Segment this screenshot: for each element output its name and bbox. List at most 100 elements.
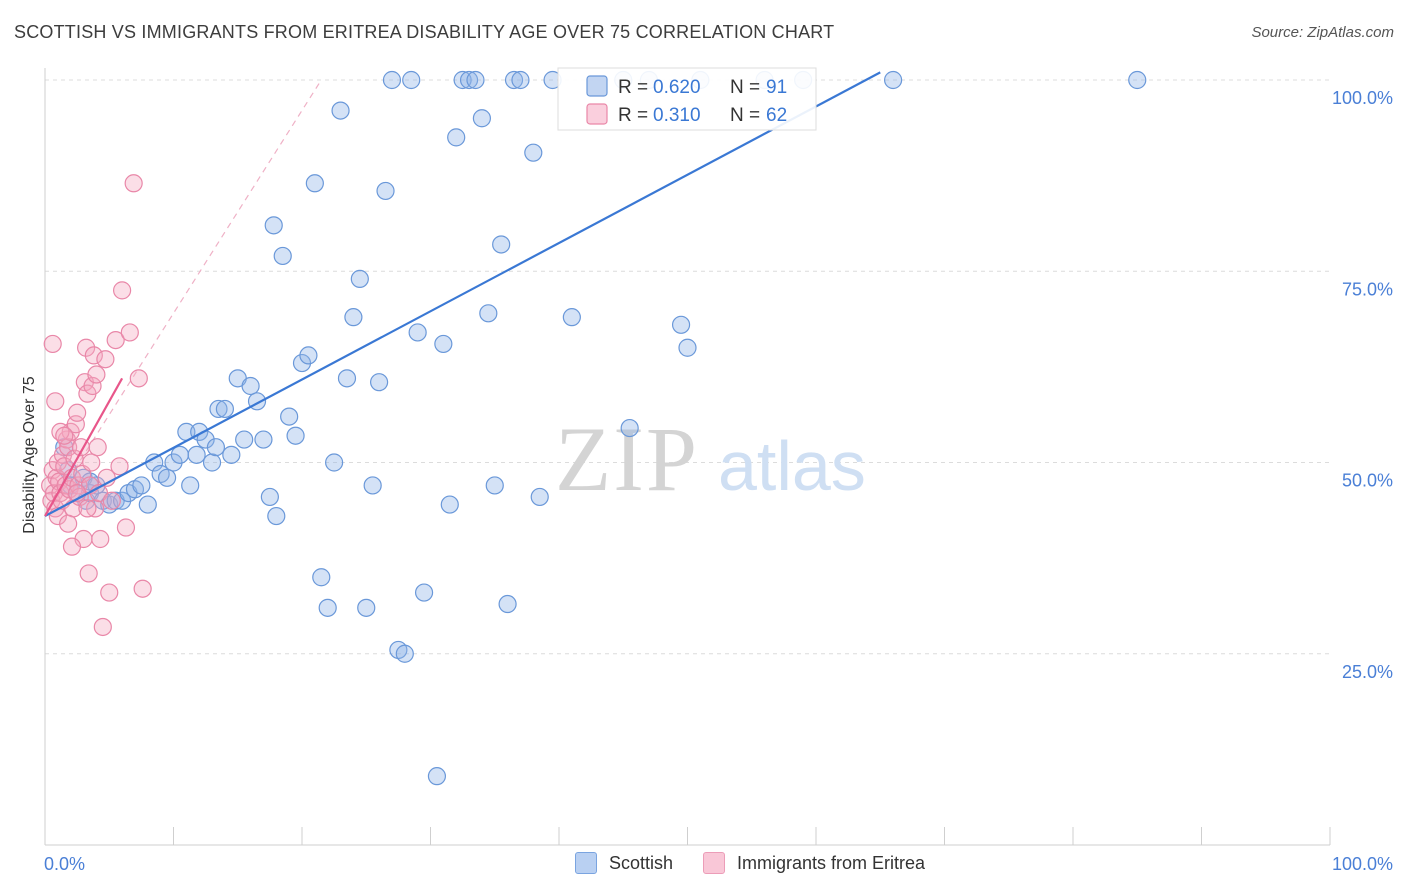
scottish-point	[1128, 70, 1147, 90]
scottish-point	[235, 430, 254, 449]
scottish-point	[157, 468, 177, 487]
scottish-point	[376, 181, 395, 201]
bottom-legend: Scottish Immigrants from Eritrea	[575, 852, 955, 874]
scottish-point	[620, 418, 639, 438]
scottish-point	[350, 269, 369, 288]
scottish-point	[472, 109, 491, 128]
scottish-point	[382, 70, 402, 90]
scottish-point	[222, 445, 241, 464]
scottish-point	[459, 70, 479, 90]
eritrea-point	[79, 564, 98, 583]
stats-n-label: N =	[730, 105, 760, 126]
stats-n-label: N =	[730, 77, 760, 98]
legend-label-scottish: Scottish	[609, 852, 674, 873]
eritrea-point	[112, 281, 132, 300]
scottish-point	[485, 476, 504, 495]
scottish-point	[273, 246, 292, 266]
stats-swatch	[586, 75, 608, 97]
scottish-point	[254, 430, 273, 449]
scottish-point	[267, 506, 286, 526]
scottish-point	[331, 101, 350, 120]
scottish-point	[138, 495, 157, 514]
y-tick-label: 75.0%	[1342, 279, 1393, 299]
eritrea-point	[120, 323, 139, 342]
eritrea-point	[68, 403, 87, 422]
eritrea-point	[59, 514, 78, 533]
eritrea-point	[62, 537, 82, 556]
scottish-point	[215, 399, 234, 419]
scottish-point	[530, 487, 549, 507]
scottish-point	[264, 216, 283, 235]
scottish-point	[325, 453, 344, 472]
scottish-point	[170, 445, 190, 464]
stats-r-value: 0.620	[653, 77, 701, 98]
y-tick-label: 50.0%	[1342, 471, 1393, 491]
scottish-point	[286, 426, 305, 445]
stats-swatch	[586, 103, 608, 125]
x-tick-label: 100.0%	[1332, 854, 1393, 874]
scottish-point	[312, 568, 331, 587]
scottish-point	[260, 487, 279, 507]
x-tick-label: 0.0%	[44, 854, 85, 874]
stats-r-value: 0.310	[653, 105, 701, 126]
scottish-point	[357, 598, 376, 617]
watermark-zip: ZIP	[555, 408, 699, 510]
stats-n-value: 91	[766, 77, 787, 98]
scottish-point	[427, 767, 447, 786]
scottish-point	[132, 476, 151, 495]
eritrea-point	[66, 415, 85, 434]
scottish-point	[202, 453, 222, 472]
y-tick-label: 100.0%	[1332, 88, 1393, 108]
legend-item-eritrea[interactable]: Immigrants from Eritrea	[703, 852, 925, 874]
scottish-point	[678, 338, 697, 357]
eritrea-point	[102, 491, 121, 510]
scottish-point	[434, 334, 453, 354]
legend-label-eritrea: Immigrants from Eritrea	[737, 852, 926, 873]
eritrea-point	[78, 499, 97, 518]
scottish-point	[370, 373, 389, 392]
scottish-point	[504, 70, 524, 90]
eritrea-point	[59, 438, 78, 457]
eritrea-point	[77, 338, 96, 357]
legend-item-scottish[interactable]: Scottish	[575, 852, 673, 874]
stats-r-label: R =	[618, 105, 648, 126]
scottish-point	[453, 70, 472, 90]
watermark-atlas: atlas	[718, 427, 866, 505]
scottish-point	[299, 346, 318, 365]
stats-n-value: 62	[766, 105, 787, 126]
eritrea-point	[84, 346, 103, 365]
scottish-point	[344, 308, 363, 327]
eritrea-point	[43, 334, 62, 354]
eritrea-point	[55, 426, 74, 445]
scottish-point	[479, 304, 498, 323]
chart-title: SCOTTISH VS IMMIGRANTS FROM ERITREA DISA…	[14, 22, 835, 42]
eritrea-point	[124, 174, 143, 193]
scottish-point	[498, 594, 517, 614]
eritrea-point	[116, 518, 136, 537]
legend-swatch-scottish	[575, 852, 597, 874]
scottish-point	[241, 376, 260, 396]
scottish-point	[883, 70, 903, 90]
scottish-point	[447, 128, 466, 147]
scottish-point	[466, 70, 485, 90]
eritrea-point	[87, 365, 106, 384]
y-tick-label: 25.0%	[1342, 662, 1393, 682]
eritrea-trend-extension	[44, 79, 322, 517]
legend-swatch-eritrea	[703, 852, 726, 874]
scottish-point	[187, 445, 206, 464]
eritrea-point	[83, 376, 102, 396]
scottish-point	[363, 476, 382, 495]
scottish-point	[408, 323, 427, 342]
source-label: Source: ZipAtlas.com	[1251, 24, 1394, 41]
scottish-point	[562, 308, 581, 327]
eritrea-point	[93, 617, 112, 637]
scottish-point	[492, 235, 511, 254]
scottish-point	[511, 70, 530, 90]
scottish-point	[318, 598, 337, 617]
eritrea-point	[106, 331, 125, 350]
scottish-point	[524, 143, 543, 162]
eritrea-point	[133, 579, 152, 598]
scottish-point	[305, 174, 324, 193]
scottish-point	[181, 476, 200, 495]
